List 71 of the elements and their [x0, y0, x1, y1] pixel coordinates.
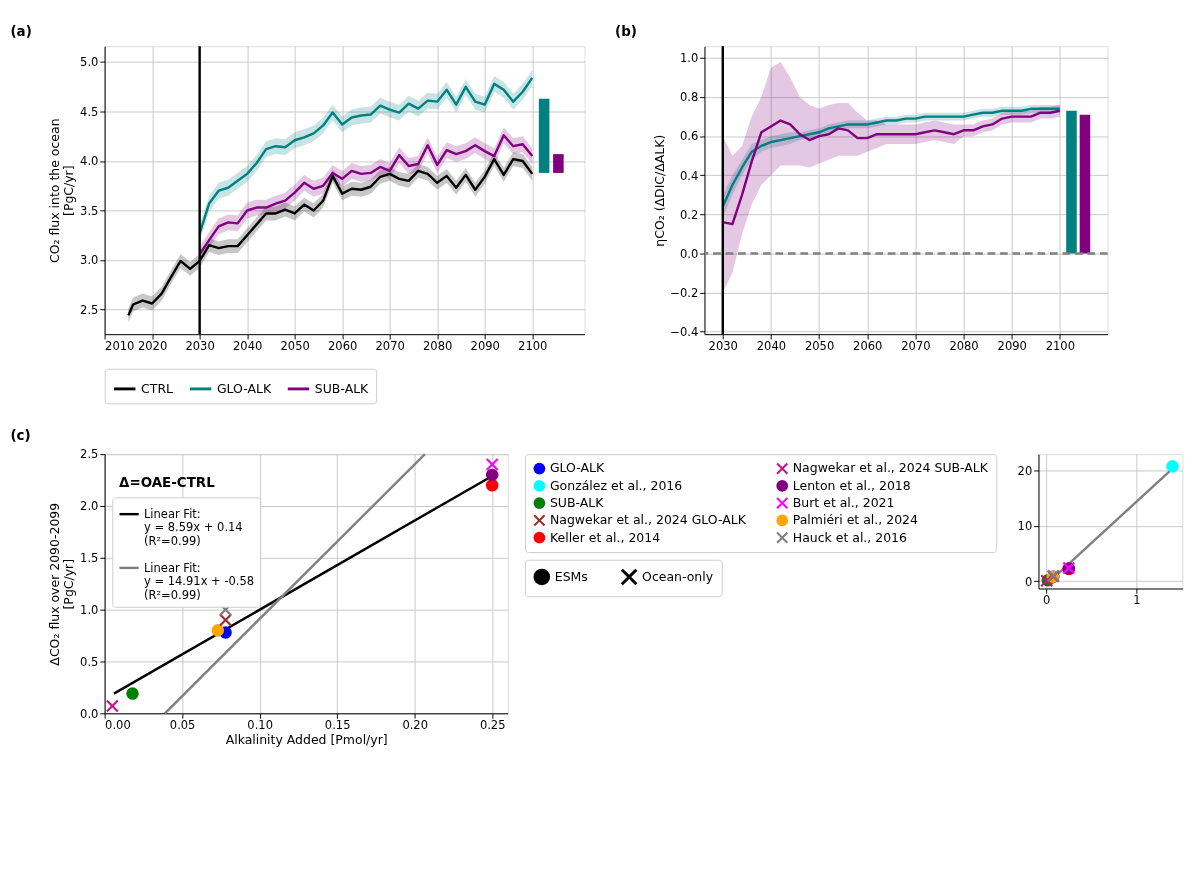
y-tick-label: 4.0	[80, 154, 99, 169]
x-tick-label: 2030	[708, 339, 738, 354]
legend-label: Nagwekar et al., 2024 GLO-ALK	[549, 512, 747, 528]
y-tick-label: −0.2	[670, 285, 699, 300]
y-tick-label: −0.4	[670, 324, 699, 339]
legend-label: Linear Fit: y = 14.91x + -0.58 (R²=0.99)	[143, 560, 255, 602]
legend-label: Linear Fit: y = 8.59x + 0.14 (R²=0.99)	[143, 506, 243, 548]
legend-label: González et al., 2016	[549, 477, 683, 493]
x-tick-label: 0.00	[105, 718, 131, 733]
x-tick-label: 2030	[185, 339, 215, 354]
y-tick-label: 1.0	[80, 602, 99, 617]
x-tick-label: 0.20	[402, 718, 428, 733]
x-tick-label: 2060	[328, 339, 358, 354]
y-tick-label: 0.0	[80, 706, 99, 721]
y-tick-label: 1.0	[679, 51, 699, 66]
x-tick-label: 0.25	[479, 718, 506, 733]
y-tick-label: 0.0	[679, 246, 699, 261]
y-tick-label: 4.5	[80, 104, 99, 119]
x-tick-label: 2060	[853, 339, 883, 354]
y-tick-label: 0.8	[679, 90, 699, 105]
chart-title: (b)	[615, 24, 637, 40]
y-tick-label: 0	[1024, 574, 1033, 589]
legend-label: CTRL	[141, 380, 174, 396]
legend-label: Lenton et al., 2018	[792, 477, 911, 493]
y-tick-label: 2.5	[80, 302, 99, 317]
x-tick-label: 2040	[756, 339, 787, 354]
x-tick-label: 0.10	[247, 718, 273, 733]
y-axis-title: CO₂ flux into the ocean [PgC/yr]	[46, 118, 77, 263]
x-tick-label: 2100	[518, 339, 548, 354]
y-axis-title: ΔCO₂ flux over 2090-2099 [PgC/yr]	[46, 502, 77, 666]
x-tick-label: 2050	[280, 339, 310, 354]
x-tick-label: 2090	[470, 339, 500, 354]
y-tick-label: 0.5	[80, 654, 99, 669]
x-tick-label: 2050	[804, 339, 835, 354]
y-tick-label: 1.5	[80, 551, 99, 566]
x-tick-label: 2040	[233, 339, 263, 354]
legend-label: Nagwekar et al., 2024 SUB-ALK	[792, 460, 989, 476]
x-tick-label: 2020	[137, 339, 168, 354]
x-tick-label: 1	[1133, 593, 1141, 608]
annotation: Δ=OAE-CTRL	[119, 474, 216, 490]
x-tick-label: 2090	[997, 339, 1027, 354]
chart-title: (a)	[10, 24, 32, 40]
legend-label: GLO-ALK	[216, 380, 272, 396]
y-tick-label: 20	[1017, 463, 1033, 478]
legend-label: Burt et al., 2021	[792, 494, 895, 510]
x-tick-label: 2010	[105, 339, 135, 354]
x-tick-label: 2100	[1045, 339, 1076, 354]
y-tick-label: 0.6	[679, 129, 699, 144]
y-tick-label: 2.0	[80, 499, 99, 514]
y-axis-title: ηCO₂ (ΔDIC/ΔALK)	[651, 134, 667, 247]
y-tick-label: 0.2	[679, 207, 699, 222]
y-tick-label: 2.5	[80, 447, 99, 462]
legend-label: GLO-ALK	[549, 460, 605, 476]
y-tick-label: 0.4	[679, 168, 699, 183]
x-tick-label: 2080	[423, 339, 453, 354]
x-tick-label: 2070	[375, 339, 405, 354]
x-tick-label: 2080	[949, 339, 979, 354]
legend-label: SUB-ALK	[549, 494, 605, 510]
chart-title: (c)	[10, 427, 31, 443]
y-tick-label: 3.5	[80, 203, 99, 218]
legend-label: Keller et al., 2014	[549, 529, 661, 545]
y-tick-label: 10	[1017, 519, 1033, 534]
x-tick-label: 2070	[901, 339, 931, 354]
x-tick-label: 0.15	[324, 718, 351, 733]
legend-label: Palmiéri et al., 2024	[792, 512, 918, 528]
y-tick-label: 3.0	[80, 253, 99, 268]
x-tick-label: 0.05	[169, 718, 196, 733]
legend-label: SUB-ALK	[314, 380, 370, 396]
legend-label: Hauck et al., 2016	[792, 529, 908, 545]
x-axis-title: Alkalinity Added [Pmol/yr]	[225, 732, 388, 748]
y-tick-label: 5.0	[80, 55, 99, 70]
